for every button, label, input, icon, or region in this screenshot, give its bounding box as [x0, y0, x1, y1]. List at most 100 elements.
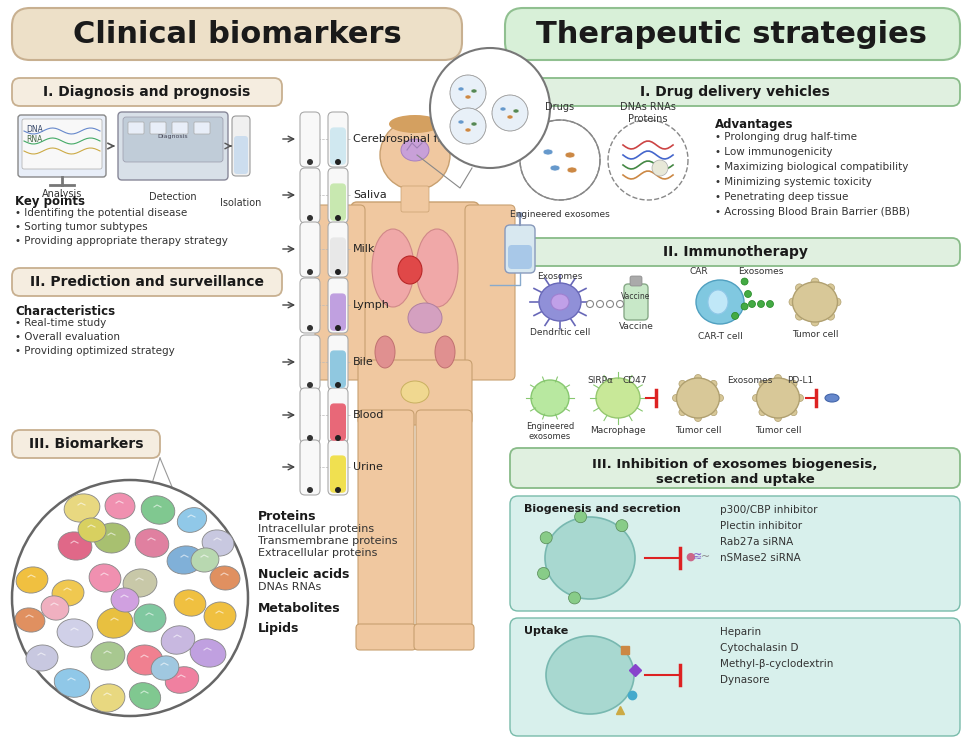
Ellipse shape [129, 683, 161, 709]
Ellipse shape [596, 378, 640, 418]
Text: Urine: Urine [353, 462, 383, 472]
Circle shape [759, 409, 766, 416]
Ellipse shape [89, 564, 121, 592]
Ellipse shape [500, 107, 506, 111]
Ellipse shape [545, 517, 635, 599]
Circle shape [695, 374, 702, 382]
Ellipse shape [539, 283, 581, 321]
FancyBboxPatch shape [22, 119, 102, 169]
Text: Analysis: Analysis [42, 189, 82, 199]
Ellipse shape [708, 290, 728, 314]
Text: Vaccine: Vaccine [621, 291, 651, 300]
Ellipse shape [389, 115, 441, 133]
Ellipse shape [123, 569, 157, 597]
Text: Key points: Key points [15, 195, 85, 208]
Ellipse shape [16, 608, 45, 632]
Circle shape [335, 269, 341, 275]
Text: Therapeutic strategies: Therapeutic strategies [537, 20, 927, 48]
Text: Proteins: Proteins [258, 510, 317, 523]
Circle shape [616, 300, 623, 307]
Ellipse shape [401, 139, 429, 161]
Text: Engineered exosomes: Engineered exosomes [510, 210, 610, 219]
Circle shape [748, 300, 756, 307]
Text: CAR: CAR [690, 267, 708, 276]
FancyBboxPatch shape [12, 430, 160, 458]
Ellipse shape [94, 523, 130, 553]
Text: • Acrossing Blood Brain Barrier (BBB): • Acrossing Blood Brain Barrier (BBB) [715, 207, 910, 217]
Text: p300/CBP inhibitor: p300/CBP inhibitor [720, 505, 818, 515]
Text: DNA: DNA [26, 125, 43, 134]
Text: Macrophage: Macrophage [590, 426, 645, 435]
FancyBboxPatch shape [328, 440, 348, 495]
Circle shape [679, 409, 686, 416]
Circle shape [335, 325, 341, 331]
Ellipse shape [465, 95, 471, 99]
Ellipse shape [16, 567, 47, 593]
FancyBboxPatch shape [510, 618, 960, 736]
FancyBboxPatch shape [505, 8, 960, 60]
Circle shape [758, 300, 765, 307]
Text: Methyl-β-cyclodextrin: Methyl-β-cyclodextrin [720, 659, 833, 669]
Ellipse shape [64, 494, 100, 522]
Ellipse shape [166, 666, 199, 694]
Text: Vaccine: Vaccine [618, 322, 653, 331]
FancyBboxPatch shape [510, 78, 960, 106]
Circle shape [575, 511, 586, 523]
Ellipse shape [210, 566, 240, 590]
Circle shape [710, 409, 717, 416]
Ellipse shape [136, 529, 169, 557]
FancyBboxPatch shape [505, 225, 535, 273]
Text: Cytochalasin D: Cytochalasin D [720, 643, 798, 653]
Circle shape [540, 532, 552, 544]
Circle shape [520, 120, 600, 200]
FancyBboxPatch shape [330, 237, 346, 275]
FancyBboxPatch shape [232, 116, 250, 176]
Ellipse shape [825, 394, 839, 402]
Text: DNAs RNAs: DNAs RNAs [258, 582, 322, 592]
Text: III. Biomarkers: III. Biomarkers [29, 437, 143, 451]
Ellipse shape [203, 530, 234, 556]
Ellipse shape [531, 380, 569, 416]
Ellipse shape [91, 642, 125, 670]
FancyBboxPatch shape [300, 168, 320, 223]
FancyBboxPatch shape [328, 388, 348, 443]
FancyBboxPatch shape [300, 278, 320, 333]
Circle shape [827, 312, 834, 320]
Circle shape [335, 435, 341, 441]
Circle shape [616, 520, 628, 532]
FancyBboxPatch shape [300, 388, 320, 443]
Circle shape [732, 312, 738, 319]
Ellipse shape [127, 645, 163, 675]
Text: Cerebrospinal fluid: Cerebrospinal fluid [353, 134, 458, 144]
Text: • Low immunogenicity: • Low immunogenicity [715, 147, 832, 157]
FancyBboxPatch shape [330, 294, 346, 331]
Ellipse shape [141, 495, 174, 524]
Circle shape [607, 300, 613, 307]
Text: • Overall evaluation: • Overall evaluation [15, 332, 120, 342]
Circle shape [774, 374, 782, 382]
Text: Dendritic cell: Dendritic cell [530, 328, 590, 337]
FancyBboxPatch shape [194, 122, 210, 134]
Text: • Providing appropriate therapy strategy: • Providing appropriate therapy strategy [15, 236, 228, 246]
FancyBboxPatch shape [465, 205, 515, 380]
Circle shape [766, 300, 773, 307]
Text: • Providing optimized strategy: • Providing optimized strategy [15, 346, 174, 356]
FancyBboxPatch shape [358, 360, 472, 425]
Circle shape [450, 108, 486, 144]
Text: Drugs: Drugs [546, 102, 575, 112]
Circle shape [517, 212, 523, 218]
Text: I. Diagnosis and prognosis: I. Diagnosis and prognosis [44, 85, 251, 99]
Ellipse shape [567, 167, 577, 173]
Text: ≋: ≋ [693, 552, 703, 562]
Text: • Sorting tumor subtypes: • Sorting tumor subtypes [15, 222, 147, 232]
Circle shape [833, 298, 841, 306]
Ellipse shape [375, 336, 395, 368]
Polygon shape [357, 208, 473, 370]
FancyBboxPatch shape [315, 205, 365, 380]
FancyBboxPatch shape [300, 222, 320, 277]
Circle shape [774, 414, 782, 422]
Ellipse shape [105, 493, 135, 519]
Text: Clinical biomarkers: Clinical biomarkers [73, 20, 401, 48]
Circle shape [597, 300, 604, 307]
FancyBboxPatch shape [630, 276, 642, 286]
